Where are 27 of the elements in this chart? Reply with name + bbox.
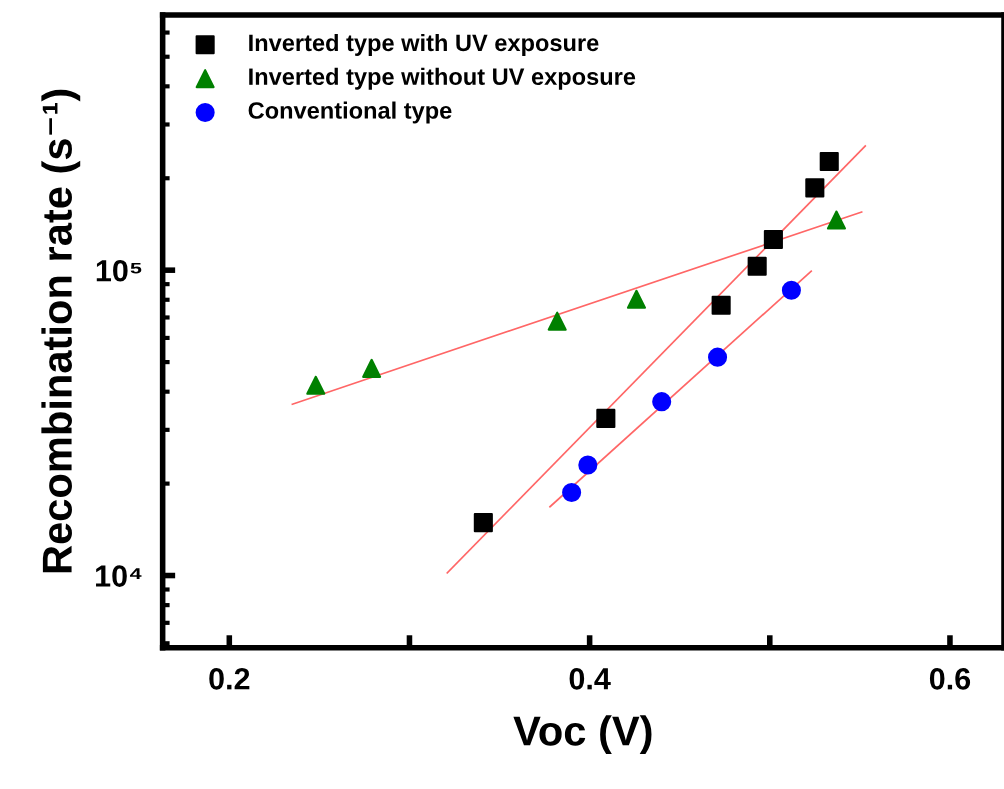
point (596, 408, 616, 428)
y-axis-title: Recombination rate (s⁻¹) (41, 89, 81, 573)
x-tick-label: 0.4 (569, 668, 611, 690)
legend-label: Inverted type without UV exposure (249, 67, 636, 90)
legend-label: Conventional type (248, 101, 452, 124)
point (362, 358, 382, 378)
point (747, 256, 767, 276)
point (652, 392, 672, 412)
x-axis-title: Voc (V) (513, 715, 652, 754)
point (763, 229, 783, 250)
point (626, 289, 647, 309)
point (547, 311, 567, 331)
point (306, 375, 326, 395)
x-tick-label: 0.2 (209, 668, 250, 690)
legend-label: Inverted type with UV exposure (249, 33, 599, 56)
point (473, 513, 493, 533)
point (805, 178, 825, 198)
point (826, 210, 846, 230)
point (708, 347, 728, 367)
x-tick-label: 0.6 (929, 668, 971, 690)
y-tick-label: 10⁵ (96, 259, 142, 282)
point (562, 482, 582, 503)
point (578, 455, 598, 475)
point (819, 151, 839, 171)
point (781, 280, 801, 300)
point (711, 295, 731, 315)
y-tick-label: 10⁴ (96, 565, 142, 587)
